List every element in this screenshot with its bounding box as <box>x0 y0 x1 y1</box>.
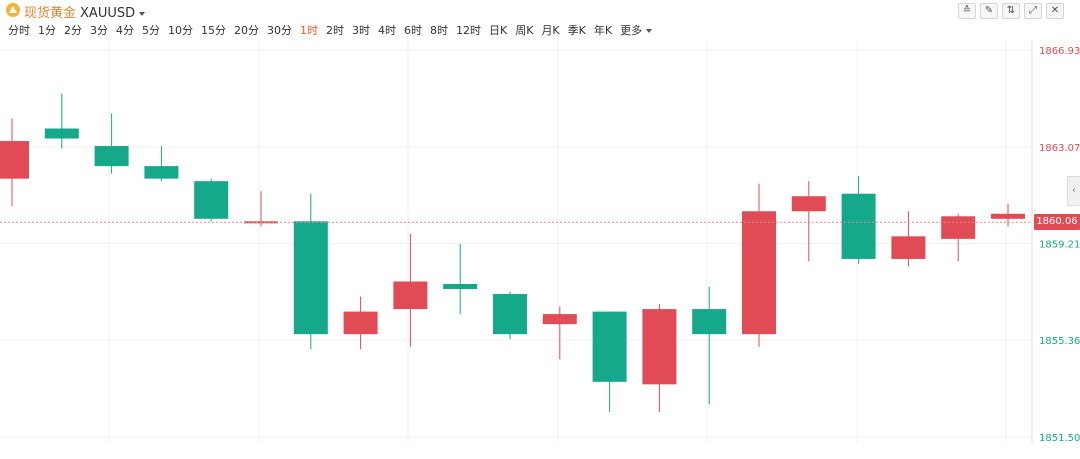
period-tab[interactable]: 30分 <box>267 24 292 37</box>
candle-body <box>293 221 328 335</box>
line-tool-icon[interactable]: ≙ <box>958 3 976 19</box>
period-tab[interactable]: 20分 <box>234 24 259 37</box>
y-tick-label: 1851.50 <box>1039 433 1080 444</box>
candle-body <box>343 311 378 335</box>
candle-body <box>891 236 926 259</box>
candle-body <box>194 181 229 219</box>
candle-body <box>642 309 677 385</box>
period-tab[interactable]: 1时 <box>300 24 318 37</box>
candle-body <box>841 193 876 259</box>
indicator-icon[interactable]: ⇅ <box>1002 3 1020 19</box>
period-tab[interactable]: 12时 <box>456 24 481 37</box>
y-tick-label: 1859.21 <box>1039 240 1080 251</box>
chart-toolbar: ≙ ✎ ⇅ ⤢ ✕ <box>958 3 1064 19</box>
period-tab[interactable]: 季K <box>567 24 586 37</box>
current-price-tag: 1860.06 <box>1034 214 1080 231</box>
close-icon[interactable]: ✕ <box>1046 3 1064 19</box>
y-tick-label: 1855.36 <box>1039 336 1080 347</box>
period-tab[interactable]: 月K <box>541 24 560 37</box>
chevron-down-icon <box>139 11 146 16</box>
period-tab[interactable]: 1分 <box>38 24 56 37</box>
period-tab[interactable]: 3分 <box>90 24 108 37</box>
instrument-code: XAUUSD <box>80 6 136 21</box>
period-tab[interactable]: 6时 <box>404 24 422 37</box>
period-tab[interactable]: 8时 <box>430 24 448 37</box>
candle-body <box>991 213 1025 219</box>
candle-body <box>94 146 129 167</box>
candle-body <box>941 216 976 239</box>
period-tab[interactable]: 年K <box>593 24 613 37</box>
period-tab[interactable]: 更多 <box>620 22 653 38</box>
candle-body <box>0 141 29 179</box>
period-tab[interactable]: 2时 <box>326 24 344 37</box>
chart-header: 现货黄金 XAUUSD ≙ ✎ ⇅ ⤢ ✕ <box>0 0 1080 21</box>
period-tab[interactable]: 2分 <box>64 24 82 37</box>
candlestick-chart: 1866.93 1863.07 1859.21 1855.36 1851.50 <box>0 40 1080 444</box>
draw-pen-icon[interactable]: ✎ <box>980 3 998 19</box>
candle-body <box>443 284 478 290</box>
period-tab[interactable]: 5分 <box>142 24 160 37</box>
symbol-selector[interactable]: 现货黄金 XAUUSD <box>24 2 146 21</box>
period-tab[interactable]: 4时 <box>378 24 396 37</box>
period-tab[interactable]: 10分 <box>168 24 193 37</box>
instrument-name: 现货黄金 <box>24 6 77 21</box>
period-tabs: 分时 1分 2分 3分 4分 5分 10分 15分 20分 30分 1时 2时 3时 4时 6时 8时 12时日… <box>0 20 660 40</box>
candle-body <box>791 196 826 212</box>
y-tick-label: 1863.07 <box>1039 143 1080 154</box>
expand-icon[interactable]: ⤢ <box>1024 3 1042 19</box>
period-tab[interactable]: 15分 <box>201 24 226 37</box>
period-tab[interactable]: 4分 <box>116 24 134 37</box>
gold-triangle-icon <box>6 3 20 17</box>
chevron-left-icon[interactable]: ‹ <box>1067 176 1080 206</box>
period-tab[interactable]: 分时 <box>8 24 30 37</box>
candle-body <box>44 128 79 139</box>
candle-body <box>393 281 428 310</box>
chevron-down-icon <box>646 29 653 33</box>
candle-body <box>144 166 179 179</box>
period-tab[interactable]: 周K <box>515 24 534 37</box>
period-tab[interactable]: 日K <box>489 24 508 37</box>
candle-body <box>742 211 776 335</box>
candle-body <box>592 311 627 382</box>
y-tick-label: 1866.93 <box>1039 46 1080 57</box>
period-tab[interactable]: 3时 <box>352 24 370 37</box>
candle-body <box>542 314 577 325</box>
candle-body <box>692 309 727 335</box>
candle-body <box>493 294 527 335</box>
